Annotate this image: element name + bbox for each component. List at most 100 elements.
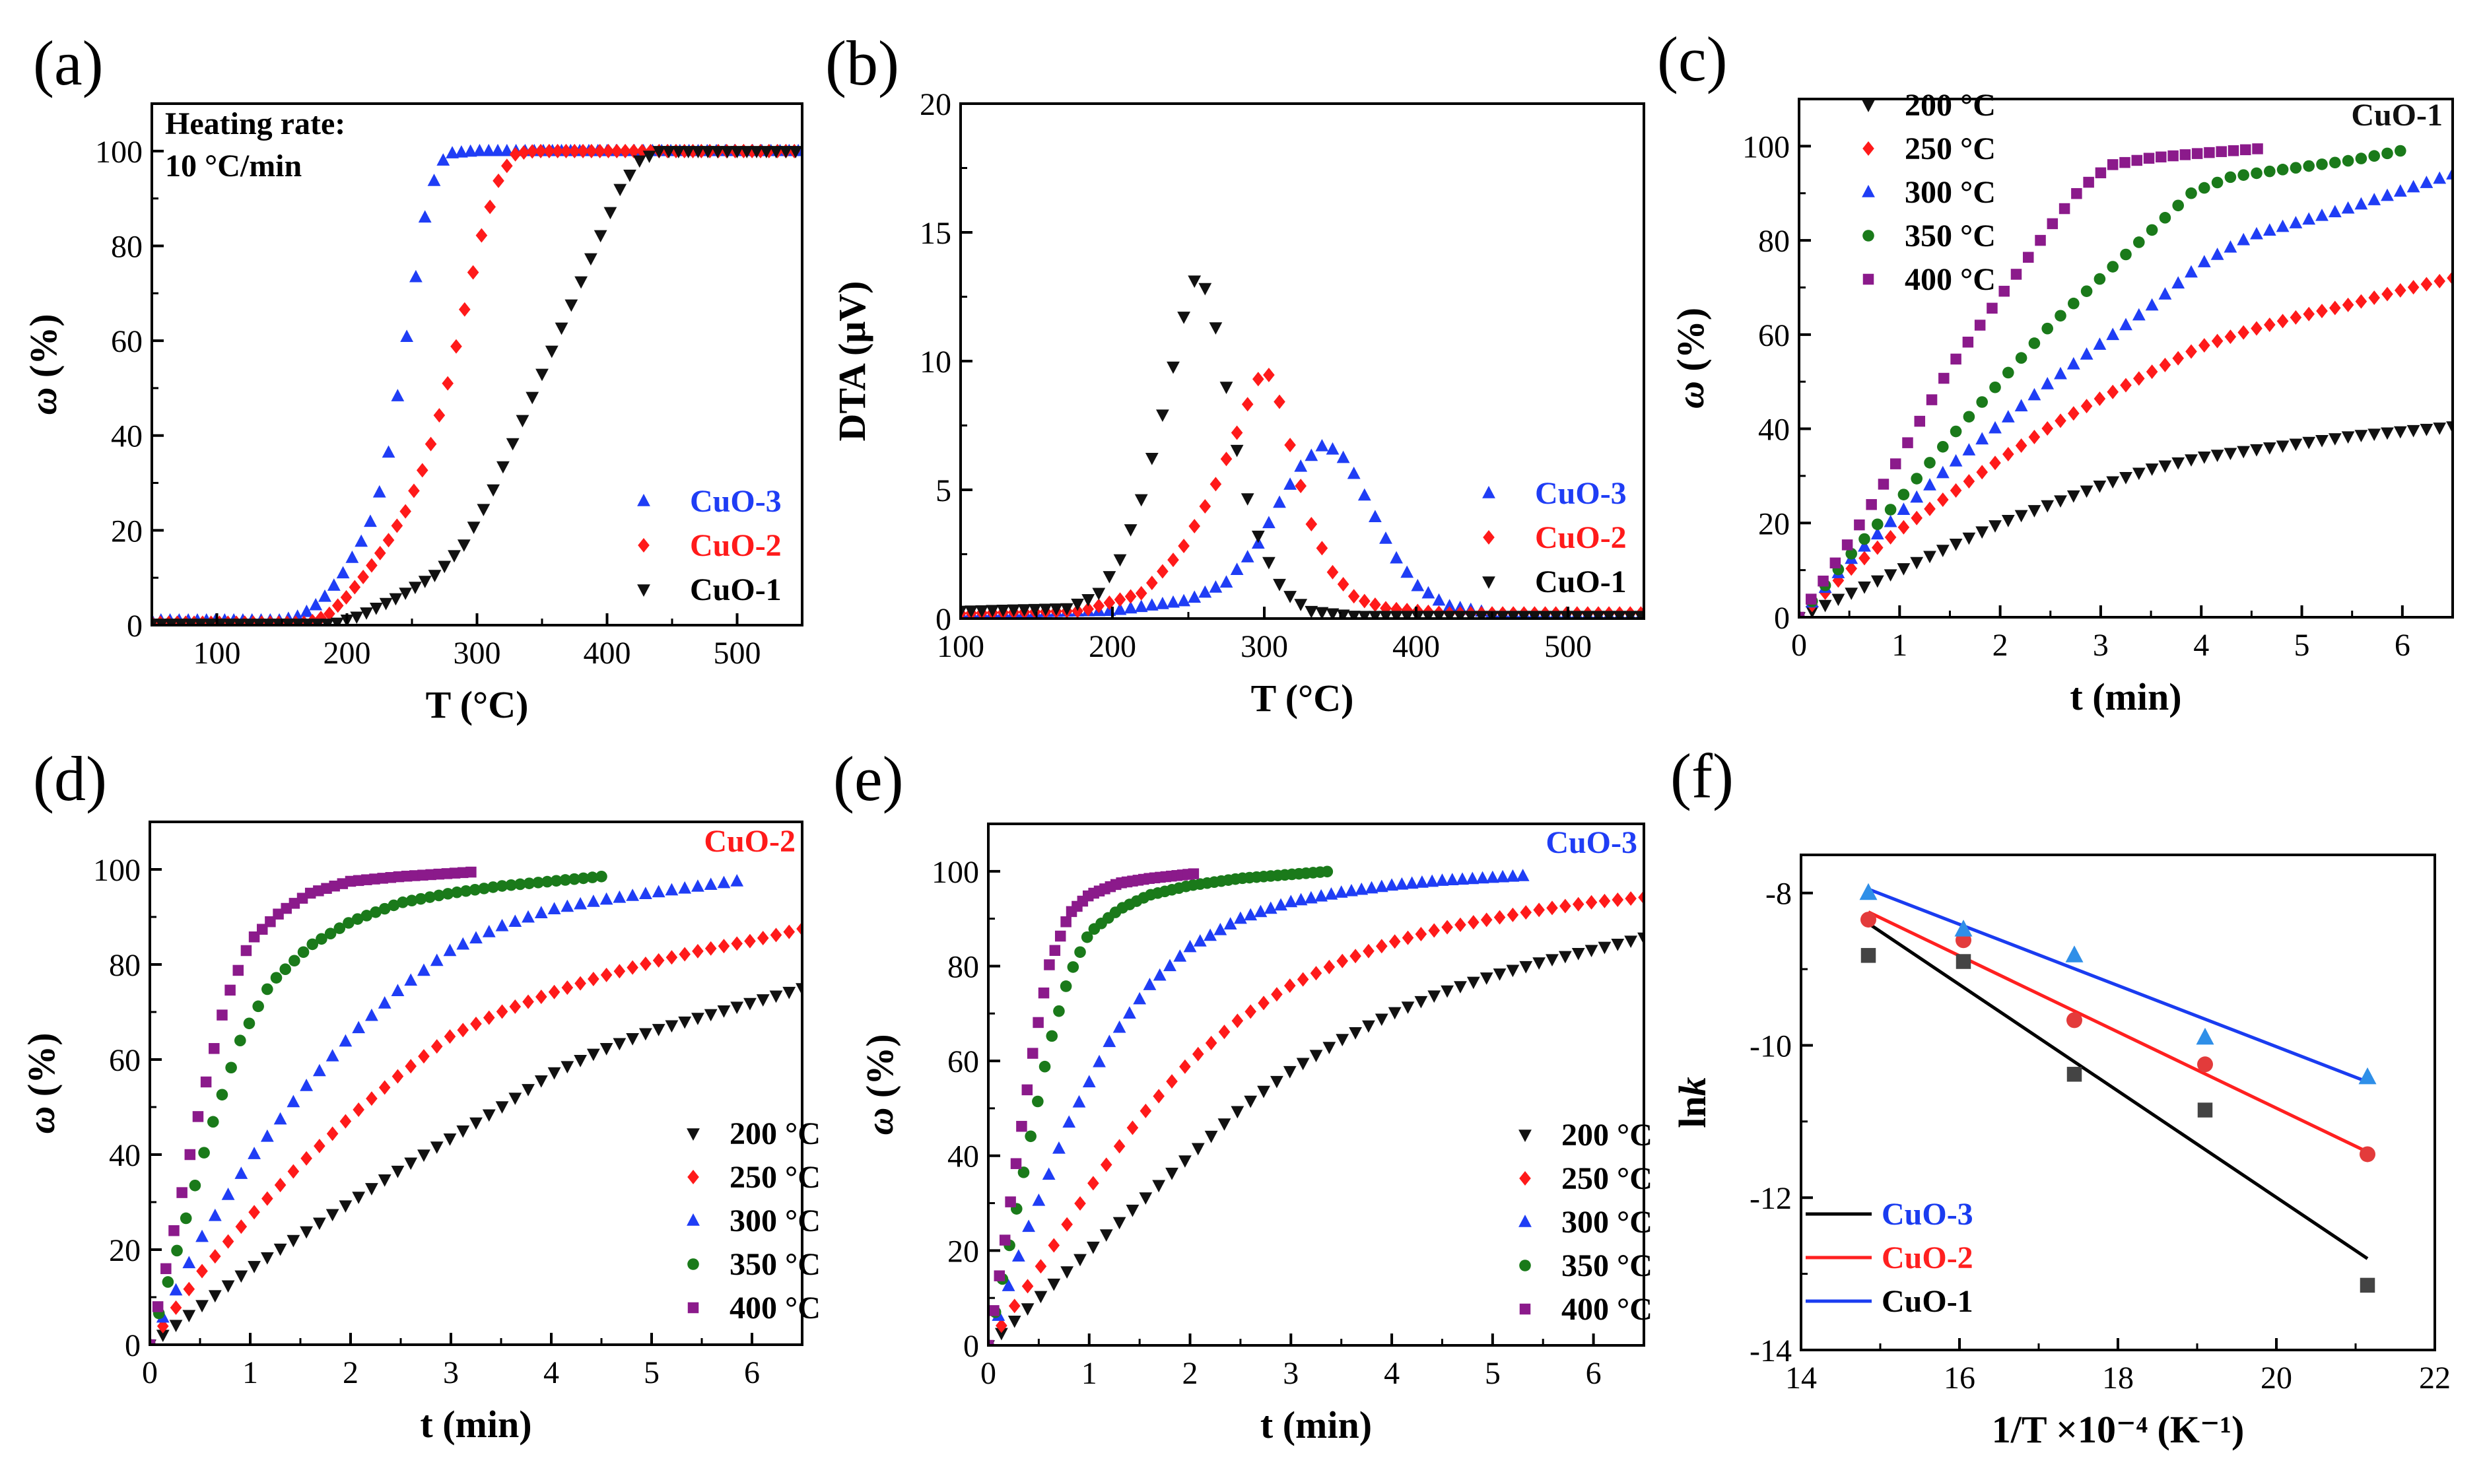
y-tick-label: 0 [125,1328,141,1363]
data-point [613,1038,627,1051]
data-point [1962,336,1974,348]
axes-frame [987,823,1645,1347]
data-point [428,570,442,582]
data-point [1234,911,1247,924]
y-tick-label: 20 [1758,506,1790,541]
data-point [1357,611,1371,619]
series [150,983,802,1345]
data-point [1336,953,1349,968]
data-point [2119,318,2132,331]
data-point [469,1117,483,1130]
data-point [1533,902,1545,918]
data-point [757,931,769,946]
data-point [1507,611,1520,619]
data-point [560,143,572,158]
data-point [2237,232,2251,246]
data-point [418,576,432,588]
data-point [1975,432,1989,445]
data-point [2041,322,2053,335]
legend-marker [1518,1130,1532,1142]
x-tick-label: 1 [242,1355,258,1390]
data-point [1157,564,1169,579]
data-point [561,1061,574,1074]
data-point [1178,1155,1192,1168]
data-point [493,173,504,188]
data-point [168,1225,180,1236]
data-point [2191,148,2203,159]
data-point [223,619,237,625]
x-tick-label: 200 [323,636,371,671]
data-point [2329,300,2341,316]
plot-area [1799,143,2453,617]
data-point [312,1217,326,1231]
data-point [343,917,355,929]
data-point [2358,1067,2377,1085]
data-point [2360,1277,2375,1293]
data-point [701,146,715,158]
legend-label: 350 °C [1905,219,1996,253]
data-point [427,174,441,186]
data-point [568,143,581,158]
data-point [2393,426,2407,439]
data-point [2406,180,2420,193]
data-point [508,1093,522,1105]
data-point [1480,912,1493,928]
data-point [454,145,468,158]
data-point [1209,322,1223,335]
data-point [599,892,613,905]
legend-marker [1518,1215,1532,1227]
data-point [994,1328,1008,1341]
legend-marker [637,584,650,597]
data-point [1884,514,1897,527]
data-point [1962,443,1976,455]
y-tick-label: 5 [936,473,951,508]
data-point [415,893,427,905]
data-point [1388,934,1401,949]
data-point [2143,152,2155,164]
data-point [1936,465,1950,479]
data-point [2367,193,2381,205]
data-point [652,885,665,898]
data-point [1400,611,1414,619]
data-point [586,871,599,883]
data-point [1950,353,1961,365]
data-point [564,299,578,312]
legend-marker [1519,1260,1531,1271]
data-point [1858,533,1870,545]
legend-marker [687,1128,700,1141]
data-point [2028,337,2041,349]
data-point [184,619,197,625]
data-point [1870,527,1884,540]
data-point [632,155,646,168]
data-point [588,972,599,987]
data-point [353,1102,364,1118]
x-tick-label: 0 [142,1355,158,1390]
data-point [2264,165,2276,178]
data-point [1611,939,1625,951]
data-point [2028,429,2041,444]
legend-marker [1482,486,1495,498]
y-tick-label: 0 [936,602,951,637]
data-point [586,143,597,158]
x-tick-label: 500 [1544,629,1592,664]
y-tick-label: 10 [920,345,951,380]
data-point [405,894,418,907]
data-point [2276,164,2289,176]
legend: CuO-3 CuO-2 CuO-1 [1806,1197,1973,1319]
data-point [543,143,555,158]
data-point [1949,454,1963,467]
data-point [965,605,978,618]
data-point [2167,150,2179,162]
series [988,890,1644,1345]
data-point [523,877,535,889]
data-point [2093,337,2107,350]
y-tick-label: -10 [1750,1029,1792,1063]
data-point [273,1243,287,1256]
sample-label: CuO-1 [2351,98,2443,133]
data-point [1044,959,1055,970]
series [988,932,1644,1345]
data-point [1146,576,1158,591]
data-point [496,1004,508,1019]
legend-marker [1862,273,1874,285]
data-point [2315,434,2329,448]
